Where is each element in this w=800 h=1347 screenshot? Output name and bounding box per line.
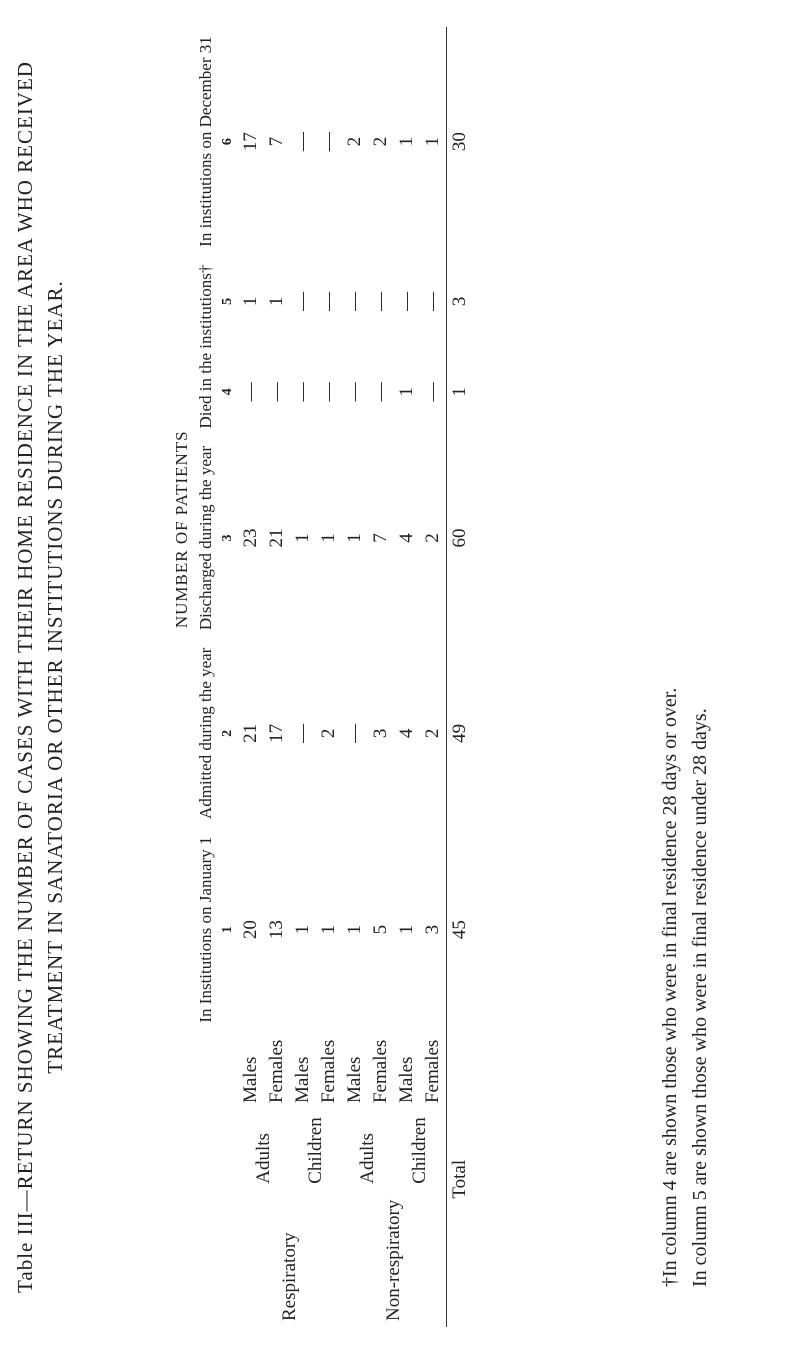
column-number: 2 — [220, 729, 235, 737]
column-number: 4 — [220, 388, 235, 396]
group-label: Adults — [253, 1133, 274, 1184]
cell: 20 — [240, 920, 261, 940]
cell: 1 — [318, 924, 339, 935]
row-label: Females — [370, 1039, 391, 1104]
total-cell: 3 — [446, 256, 473, 347]
cell: — — [344, 723, 365, 743]
section-label: Respiratory — [279, 1232, 300, 1321]
total-cell: 1 — [446, 346, 473, 438]
cell: 1 — [396, 136, 417, 147]
cell: 1 — [396, 387, 417, 397]
cell: 7 — [370, 533, 391, 543]
column-header: In Institutions on January 1 — [196, 836, 215, 1023]
cell: — — [422, 291, 443, 311]
row-label: Males — [240, 1056, 261, 1104]
table-row: Non-respiratory Adults Males 1—1— —2 — [342, 27, 404, 1327]
cell: 1 — [266, 296, 287, 307]
cell: 2 — [422, 533, 443, 543]
row-label: Males — [292, 1056, 313, 1104]
footnote: †In column 4 are shown those who were in… — [659, 687, 681, 1287]
cell: 23 — [240, 528, 261, 548]
cell: 21 — [240, 723, 261, 743]
total-cell: 60 — [446, 437, 473, 640]
cell: — — [344, 382, 365, 402]
row-label: Females — [266, 1039, 287, 1104]
footnote: In column 5 are shown those who were in … — [689, 708, 711, 1287]
cell: — — [422, 382, 443, 402]
cell: 1 — [344, 533, 365, 543]
column-header: Discharged during the year — [196, 445, 215, 631]
table-row: Children Males 1 — 1 — — — — [290, 27, 326, 1327]
total-cell: 30 — [446, 27, 473, 257]
row-label: Males — [396, 1056, 417, 1104]
cell: 17 — [240, 132, 261, 152]
total-row: Total 45 49 60 1 3 30 — [446, 27, 473, 1327]
cell: 13 — [266, 920, 287, 940]
row-label: Males — [344, 1056, 365, 1104]
cell: — — [344, 291, 365, 311]
column-number: 1 — [220, 926, 235, 934]
cell: — — [266, 382, 287, 402]
cell: — — [292, 723, 313, 743]
cell: — — [292, 382, 313, 402]
cell: — — [396, 291, 417, 311]
column-header: Died in the institutions† — [196, 264, 215, 429]
cell: 17 — [266, 723, 287, 743]
column-number: 3 — [220, 534, 235, 542]
footnotes: †In column 4 are shown those who were in… — [655, 688, 715, 1287]
total-cell: 49 — [446, 639, 473, 828]
cell: 2 — [318, 728, 339, 739]
cell: 4 — [396, 533, 417, 543]
table-row: Children Males 1 4 4 1 — 1 — [394, 27, 430, 1327]
cell: — — [318, 291, 339, 311]
table-row: Respiratory Adults Males 20 21 23—1 17 — [238, 27, 300, 1327]
cell: — — [292, 132, 313, 152]
group-label: Children — [305, 1117, 326, 1184]
cell: 4 — [396, 728, 417, 739]
cell: 5 — [370, 924, 391, 935]
cell: 1 — [318, 533, 339, 543]
cell: 1 — [292, 924, 313, 935]
cell: — — [370, 382, 391, 402]
cell: 1 — [292, 533, 313, 543]
group-header: NUMBER OF PATIENTS — [172, 430, 191, 629]
cell: — — [370, 291, 391, 311]
cell: 2 — [344, 136, 365, 147]
group-label: Children — [409, 1117, 430, 1184]
cell: 1 — [396, 924, 417, 935]
total-cell: 45 — [446, 827, 473, 1032]
cell: 2 — [370, 136, 391, 147]
column-number: 6 — [220, 138, 235, 146]
cell: 21 — [266, 528, 287, 548]
cell: 2 — [422, 728, 443, 739]
cell: — — [318, 382, 339, 402]
row-label: Females — [318, 1039, 339, 1104]
cell: — — [292, 291, 313, 311]
column-header: In institutions on December 31 — [196, 36, 215, 247]
column-number: 5 — [220, 297, 235, 305]
cell: 1 — [422, 136, 443, 147]
cell: 3 — [370, 728, 391, 739]
section-label: Non-respiratory — [383, 1199, 404, 1321]
cell: — — [240, 382, 261, 402]
total-label: Total — [446, 1031, 473, 1327]
cell: 1 — [240, 296, 261, 307]
title: Table III—RETURN SHOWING THE NUMBER OF C… — [13, 61, 67, 1293]
cell: — — [318, 132, 339, 152]
row-label: Females — [422, 1039, 443, 1104]
cell: 3 — [422, 924, 443, 935]
table: NUMBER OF PATIENTS In Institutions on Ja… — [170, 27, 473, 1327]
column-header: Admitted during the year — [196, 647, 215, 820]
cell: 7 — [266, 136, 287, 147]
cell: 1 — [344, 924, 365, 935]
group-label: Adults — [357, 1133, 378, 1184]
